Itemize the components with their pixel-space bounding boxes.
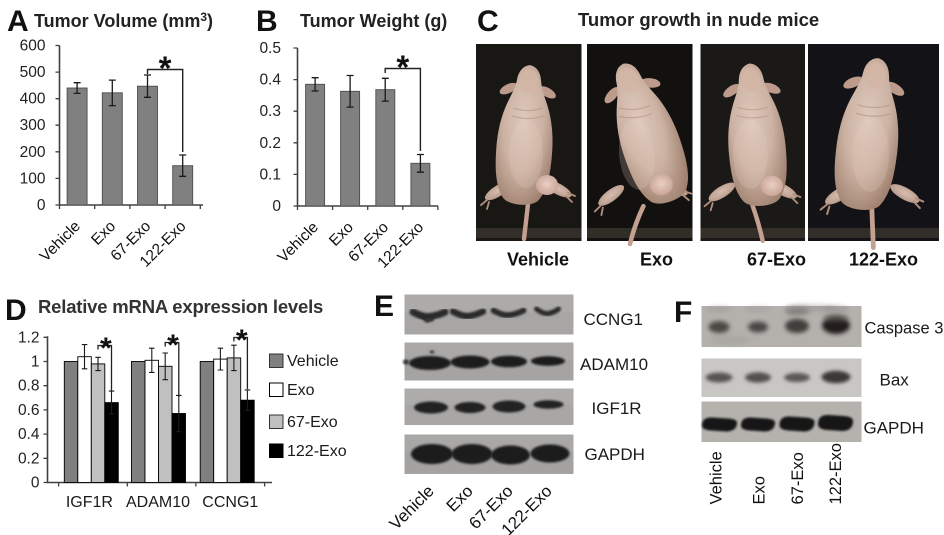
svg-text:0.5: 0.5	[259, 40, 281, 57]
svg-text:CCNG1: CCNG1	[202, 494, 258, 511]
svg-text:Bax: Bax	[880, 371, 910, 390]
svg-text:0.4: 0.4	[259, 72, 281, 89]
svg-text:0.2: 0.2	[259, 135, 281, 152]
svg-text:1: 1	[31, 354, 40, 371]
svg-text:0: 0	[37, 197, 46, 214]
svg-text:Relative mRNA expression level: Relative mRNA expression levels	[38, 296, 323, 317]
svg-text:Caspase 3: Caspase 3	[865, 320, 944, 338]
svg-text:A: A	[7, 5, 29, 38]
svg-text:500: 500	[20, 64, 46, 81]
svg-text:GAPDH: GAPDH	[585, 445, 645, 464]
svg-text:67-Exo: 67-Exo	[789, 452, 807, 504]
svg-text:IGF1R: IGF1R	[66, 494, 113, 511]
svg-text:0.8: 0.8	[18, 378, 40, 395]
svg-text:Tumor Volume (mm3): Tumor Volume (mm3)	[34, 10, 213, 31]
svg-text:0.4: 0.4	[18, 426, 40, 443]
svg-text:Tumor Weight (g): Tumor Weight (g)	[300, 11, 447, 31]
svg-text:122-Exo: 122-Exo	[827, 443, 845, 504]
svg-text:C: C	[477, 5, 499, 38]
svg-text:F: F	[674, 296, 692, 329]
svg-text:*: *	[236, 324, 248, 357]
svg-text:E: E	[374, 290, 394, 323]
svg-text:400: 400	[20, 91, 46, 108]
svg-text:*: *	[167, 329, 179, 362]
svg-text:ADAM10: ADAM10	[580, 355, 648, 374]
svg-text:122-Exo: 122-Exo	[287, 443, 347, 460]
svg-text:IGF1R: IGF1R	[592, 399, 642, 418]
svg-text:1.2: 1.2	[18, 329, 40, 346]
svg-text:200: 200	[20, 144, 46, 161]
svg-text:CCNG1: CCNG1	[584, 310, 644, 329]
svg-text:B: B	[256, 5, 278, 38]
svg-text:Tumor growth in nude mice: Tumor growth in nude mice	[578, 9, 819, 30]
svg-text:Exo: Exo	[640, 250, 673, 270]
svg-text:67-Exo: 67-Exo	[747, 250, 806, 270]
svg-text:Vehicle: Vehicle	[708, 451, 726, 504]
svg-text:122-Exo: 122-Exo	[849, 250, 918, 270]
svg-text:Vehicle: Vehicle	[507, 250, 569, 270]
svg-text:0.3: 0.3	[259, 103, 281, 120]
svg-text:*: *	[159, 50, 172, 87]
svg-text:0: 0	[31, 475, 40, 492]
svg-text:Vehicle: Vehicle	[287, 353, 339, 370]
svg-text:67-Exo: 67-Exo	[287, 414, 338, 431]
svg-text:0.6: 0.6	[18, 402, 40, 419]
svg-text:0: 0	[272, 198, 281, 215]
svg-text:300: 300	[20, 117, 46, 134]
svg-text:ADAM10: ADAM10	[126, 494, 190, 511]
svg-text:*: *	[100, 332, 112, 365]
svg-text:Exo: Exo	[287, 382, 315, 399]
svg-text:0.2: 0.2	[18, 450, 40, 467]
svg-text:0.1: 0.1	[259, 166, 281, 183]
svg-text:600: 600	[20, 38, 46, 55]
svg-text:*: *	[396, 49, 409, 86]
svg-text:Exo: Exo	[751, 476, 769, 504]
svg-text:GAPDH: GAPDH	[864, 419, 924, 438]
svg-text:100: 100	[20, 170, 46, 187]
svg-text:D: D	[5, 294, 27, 327]
